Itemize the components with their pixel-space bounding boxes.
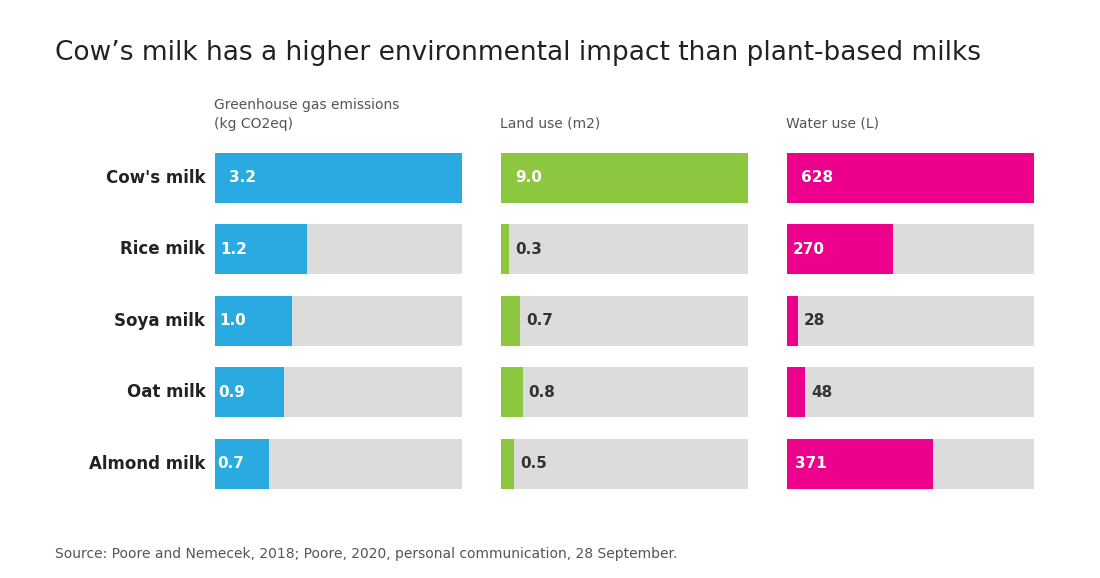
Text: Land use (m2): Land use (m2) xyxy=(500,117,601,131)
Bar xyxy=(214,224,462,275)
Bar xyxy=(500,439,748,488)
Text: 48: 48 xyxy=(812,385,833,400)
Bar xyxy=(786,296,1034,346)
Bar xyxy=(786,439,933,488)
Bar xyxy=(214,367,284,417)
Text: Oat milk: Oat milk xyxy=(126,383,206,401)
Bar xyxy=(500,224,748,275)
Bar xyxy=(500,224,508,275)
Text: Rice milk: Rice milk xyxy=(120,240,206,258)
Bar xyxy=(214,439,268,488)
Bar xyxy=(786,153,1034,203)
Text: 628: 628 xyxy=(801,171,834,186)
Bar xyxy=(786,153,1034,203)
Text: Source: Poore and Nemecek, 2018; Poore, 2020, personal communication, 28 Septemb: Source: Poore and Nemecek, 2018; Poore, … xyxy=(55,547,678,561)
Bar xyxy=(214,367,462,417)
Bar xyxy=(500,367,748,417)
Text: 0.9: 0.9 xyxy=(219,385,245,400)
Text: 3.2: 3.2 xyxy=(229,171,256,186)
Bar xyxy=(214,296,462,346)
Text: 0.7: 0.7 xyxy=(526,313,553,328)
Bar xyxy=(214,224,307,275)
Text: Greenhouse gas emissions
(kg CO2eq): Greenhouse gas emissions (kg CO2eq) xyxy=(214,98,400,131)
Text: 0.3: 0.3 xyxy=(515,242,542,257)
Text: Almond milk: Almond milk xyxy=(89,454,206,473)
Bar xyxy=(500,296,748,346)
Text: 0.8: 0.8 xyxy=(529,385,556,400)
Text: 270: 270 xyxy=(793,242,825,257)
Bar xyxy=(786,439,1034,488)
Text: 0.7: 0.7 xyxy=(218,456,244,471)
Bar xyxy=(214,153,462,203)
Bar xyxy=(214,296,292,346)
Text: Water use (L): Water use (L) xyxy=(786,117,880,131)
Bar xyxy=(500,296,519,346)
Bar xyxy=(500,367,522,417)
Text: 28: 28 xyxy=(804,313,825,328)
Bar xyxy=(214,153,462,203)
Text: 1.0: 1.0 xyxy=(219,313,246,328)
Text: 1.2: 1.2 xyxy=(220,242,246,257)
Text: Soya milk: Soya milk xyxy=(114,312,206,330)
Text: Cow’s milk has a higher environmental impact than plant-based milks: Cow’s milk has a higher environmental im… xyxy=(55,40,981,66)
Text: 9.0: 9.0 xyxy=(515,171,542,186)
Bar xyxy=(500,153,748,203)
Bar xyxy=(786,224,1034,275)
Bar xyxy=(500,153,748,203)
Bar xyxy=(214,439,462,488)
Bar xyxy=(786,296,798,346)
Bar xyxy=(786,367,805,417)
Bar xyxy=(786,367,1034,417)
Bar xyxy=(500,439,515,488)
Text: Cow's milk: Cow's milk xyxy=(106,169,206,187)
Bar xyxy=(786,224,893,275)
Text: 0.5: 0.5 xyxy=(520,456,548,471)
Text: 371: 371 xyxy=(795,456,827,471)
